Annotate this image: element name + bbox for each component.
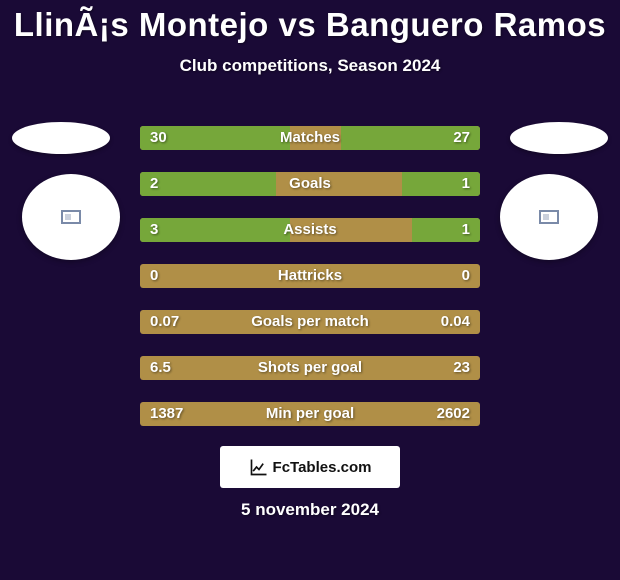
chart-icon	[249, 457, 269, 477]
stat-row: 31Assists	[140, 218, 480, 242]
stat-label: Goals per match	[140, 310, 480, 334]
club-badge-right	[500, 174, 598, 260]
stat-label: Assists	[140, 218, 480, 242]
flag-right	[510, 122, 608, 154]
subtitle: Club competitions, Season 2024	[0, 56, 620, 76]
image-placeholder-icon	[61, 210, 81, 224]
stat-label: Goals	[140, 172, 480, 196]
stat-label: Hattricks	[140, 264, 480, 288]
stat-row: 6.523Shots per goal	[140, 356, 480, 380]
comparison-card: LlinÃ¡s Montejo vs Banguero Ramos Club c…	[0, 0, 620, 580]
stat-label: Matches	[140, 126, 480, 150]
image-placeholder-icon	[539, 210, 559, 224]
stat-bars: 3027Matches 21Goals 31Assists 00Hattricks 0.…	[140, 126, 480, 448]
stat-label: Min per goal	[140, 402, 480, 426]
stat-row: 3027Matches	[140, 126, 480, 150]
attribution-text: FcTables.com	[273, 459, 372, 476]
stat-row: 21Goals	[140, 172, 480, 196]
stat-label: Shots per goal	[140, 356, 480, 380]
flag-left	[12, 122, 110, 154]
stat-row: 00Hattricks	[140, 264, 480, 288]
stat-row: 13872602Min per goal	[140, 402, 480, 426]
attribution-badge: FcTables.com	[220, 446, 400, 488]
club-badge-left	[22, 174, 120, 260]
date-text: 5 november 2024	[0, 500, 620, 520]
stat-row: 0.070.04Goals per match	[140, 310, 480, 334]
page-title: LlinÃ¡s Montejo vs Banguero Ramos	[0, 6, 620, 44]
